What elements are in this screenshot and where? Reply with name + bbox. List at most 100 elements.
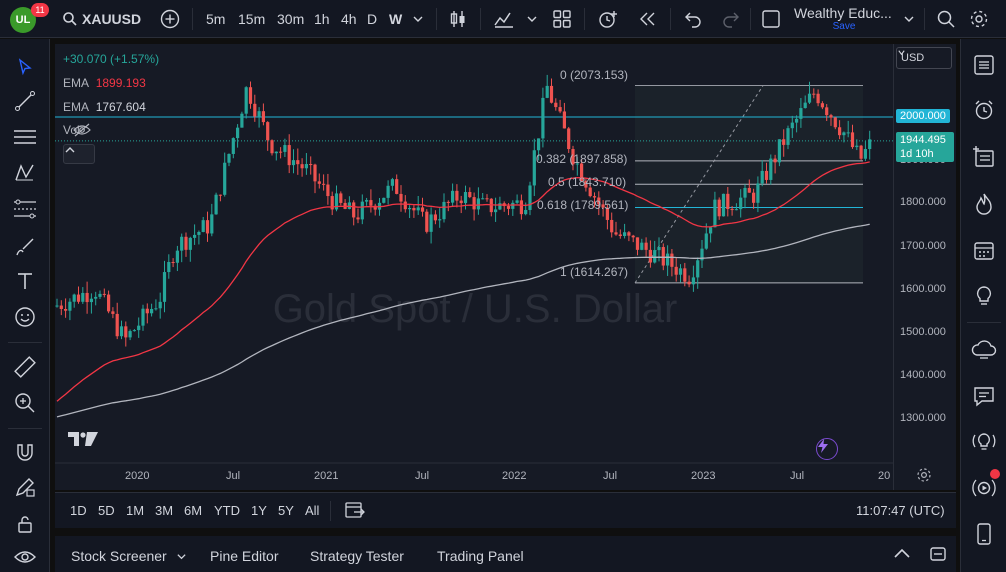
tradingview-logo[interactable]	[67, 430, 99, 450]
candle-body	[790, 122, 794, 129]
goto-date-button[interactable]	[344, 500, 366, 523]
volume-legend[interactable]: Vol	[63, 123, 91, 137]
data-window-button[interactable]	[970, 143, 998, 171]
help-button[interactable]	[970, 428, 998, 456]
chart-pane[interactable]: Gold Spot / U.S. Dollar +30.070 (+1.57%)…	[55, 44, 956, 490]
range-1d[interactable]: 1D	[70, 503, 87, 518]
candle-body	[94, 296, 98, 299]
cursor-tool[interactable]	[11, 53, 39, 81]
redo-button[interactable]	[722, 0, 740, 38]
chats-button[interactable]	[970, 382, 998, 410]
candle-body	[842, 132, 846, 136]
horizontal-level-tag[interactable]: 2000.000	[896, 109, 950, 123]
zoom-tool[interactable]	[11, 389, 39, 417]
horizontal-lines-tool[interactable]	[11, 123, 39, 151]
timeframe-15m[interactable]: 15m	[238, 11, 266, 27]
text-tool[interactable]	[11, 267, 39, 295]
redo-icon	[723, 12, 739, 28]
ruler-tool[interactable]	[11, 353, 39, 381]
timeframe-5m[interactable]: 5m	[206, 11, 226, 27]
range-5y[interactable]: 5Y	[278, 503, 294, 518]
timeframe-w[interactable]: W	[389, 11, 403, 27]
compare-symbol-button[interactable]	[160, 0, 180, 38]
dom-button[interactable]	[970, 520, 998, 548]
stock-screener-dropdown[interactable]	[176, 550, 187, 565]
save-status[interactable]: Save	[832, 21, 856, 32]
watchlist-button[interactable]	[970, 51, 998, 79]
layout-dropdown[interactable]	[903, 0, 915, 38]
timeframe-4h[interactable]: 4h	[341, 11, 357, 27]
hide-drawings-tool[interactable]	[11, 543, 39, 571]
range-1m[interactable]: 1M	[126, 503, 145, 518]
layout-select[interactable]	[761, 0, 781, 38]
range-6m[interactable]: 6M	[184, 503, 203, 518]
events-button[interactable]	[816, 438, 838, 460]
symbol-search[interactable]: XAUUSD	[62, 0, 141, 38]
candle-body	[825, 107, 829, 116]
ema-fast-legend[interactable]: EMA 1899.193	[63, 76, 146, 90]
candle-body	[395, 179, 399, 194]
candle-body	[661, 247, 665, 266]
settings-button[interactable]	[969, 0, 989, 38]
tab-stock-screener[interactable]: Stock Screener	[71, 548, 167, 564]
candle-body	[188, 237, 192, 250]
lock-drawings-tool[interactable]	[11, 510, 39, 538]
maximize-icon	[930, 547, 946, 561]
time-label-jul-2023: Jul	[790, 470, 805, 482]
fib-level-0: 0 (2073.153)	[560, 67, 629, 82]
candle-body	[296, 160, 300, 165]
price-scale[interactable]: USD 1900.000 1800.000 1700.000 1600.000 …	[893, 44, 956, 490]
quick-search-button[interactable]	[936, 0, 956, 38]
chart-canvas[interactable]: Gold Spot / U.S. Dollar	[55, 44, 956, 490]
stay-in-drawing-tool[interactable]	[11, 473, 39, 501]
fib-tool[interactable]	[11, 195, 39, 223]
candle-body	[356, 217, 360, 220]
timeframe-1h[interactable]: 1h	[314, 11, 330, 27]
candle-body	[777, 139, 781, 163]
timeframe-dropdown[interactable]	[412, 0, 424, 38]
trend-line-tool[interactable]	[11, 87, 39, 115]
chart-type-button[interactable]	[448, 0, 468, 38]
candle-body	[261, 111, 265, 123]
current-price-tag[interactable]: 1944.495 1d 10h	[896, 132, 954, 162]
expand-panel-button[interactable]	[893, 547, 911, 564]
ideas-button[interactable]	[970, 282, 998, 310]
range-ytd[interactable]: YTD	[214, 503, 240, 518]
timeframe-30m[interactable]: 30m	[277, 11, 305, 27]
tab-pine-editor[interactable]: Pine Editor	[210, 548, 279, 564]
streams-button[interactable]	[970, 336, 998, 364]
maximize-panel-button[interactable]	[929, 546, 947, 565]
candle-body	[717, 199, 721, 217]
indicators-dropdown[interactable]	[526, 0, 538, 38]
undo-button[interactable]	[684, 0, 702, 38]
calendar-button[interactable]	[970, 236, 998, 264]
range-3m[interactable]: 3M	[155, 503, 174, 518]
replay-button[interactable]	[637, 0, 657, 38]
collapse-legend-button[interactable]	[63, 144, 95, 164]
tab-trading-panel[interactable]: Trading Panel	[437, 548, 524, 564]
pattern-tool[interactable]	[11, 159, 39, 187]
range-all[interactable]: All	[305, 503, 320, 518]
range-1y[interactable]: 1Y	[251, 503, 267, 518]
candle-body	[438, 219, 442, 221]
alerts-button[interactable]	[970, 96, 998, 124]
notifications-button[interactable]	[970, 469, 1000, 502]
ema-slow-legend[interactable]: EMA 1767.604	[63, 100, 146, 114]
layout-name-button[interactable]: Wealthy Educ... Save	[794, 5, 904, 35]
candle-body	[537, 138, 541, 151]
indicators-button[interactable]	[493, 0, 515, 38]
currency-select[interactable]: USD	[896, 47, 952, 69]
candle-body	[158, 301, 162, 309]
tab-strategy-tester[interactable]: Strategy Tester	[310, 548, 404, 564]
range-5d[interactable]: 5D	[98, 503, 115, 518]
emoji-tool[interactable]	[11, 303, 39, 331]
timeframe-d[interactable]: D	[367, 11, 378, 27]
utc-clock[interactable]: 11:07:47 (UTC)	[856, 503, 945, 518]
hotlists-button[interactable]	[970, 190, 998, 218]
templates-button[interactable]	[552, 0, 572, 38]
magnet-tool[interactable]	[11, 438, 39, 466]
brush-tool[interactable]	[11, 233, 39, 261]
alert-button[interactable]	[597, 0, 619, 38]
candle-body	[575, 163, 579, 165]
eye-off-icon[interactable]	[73, 123, 91, 137]
